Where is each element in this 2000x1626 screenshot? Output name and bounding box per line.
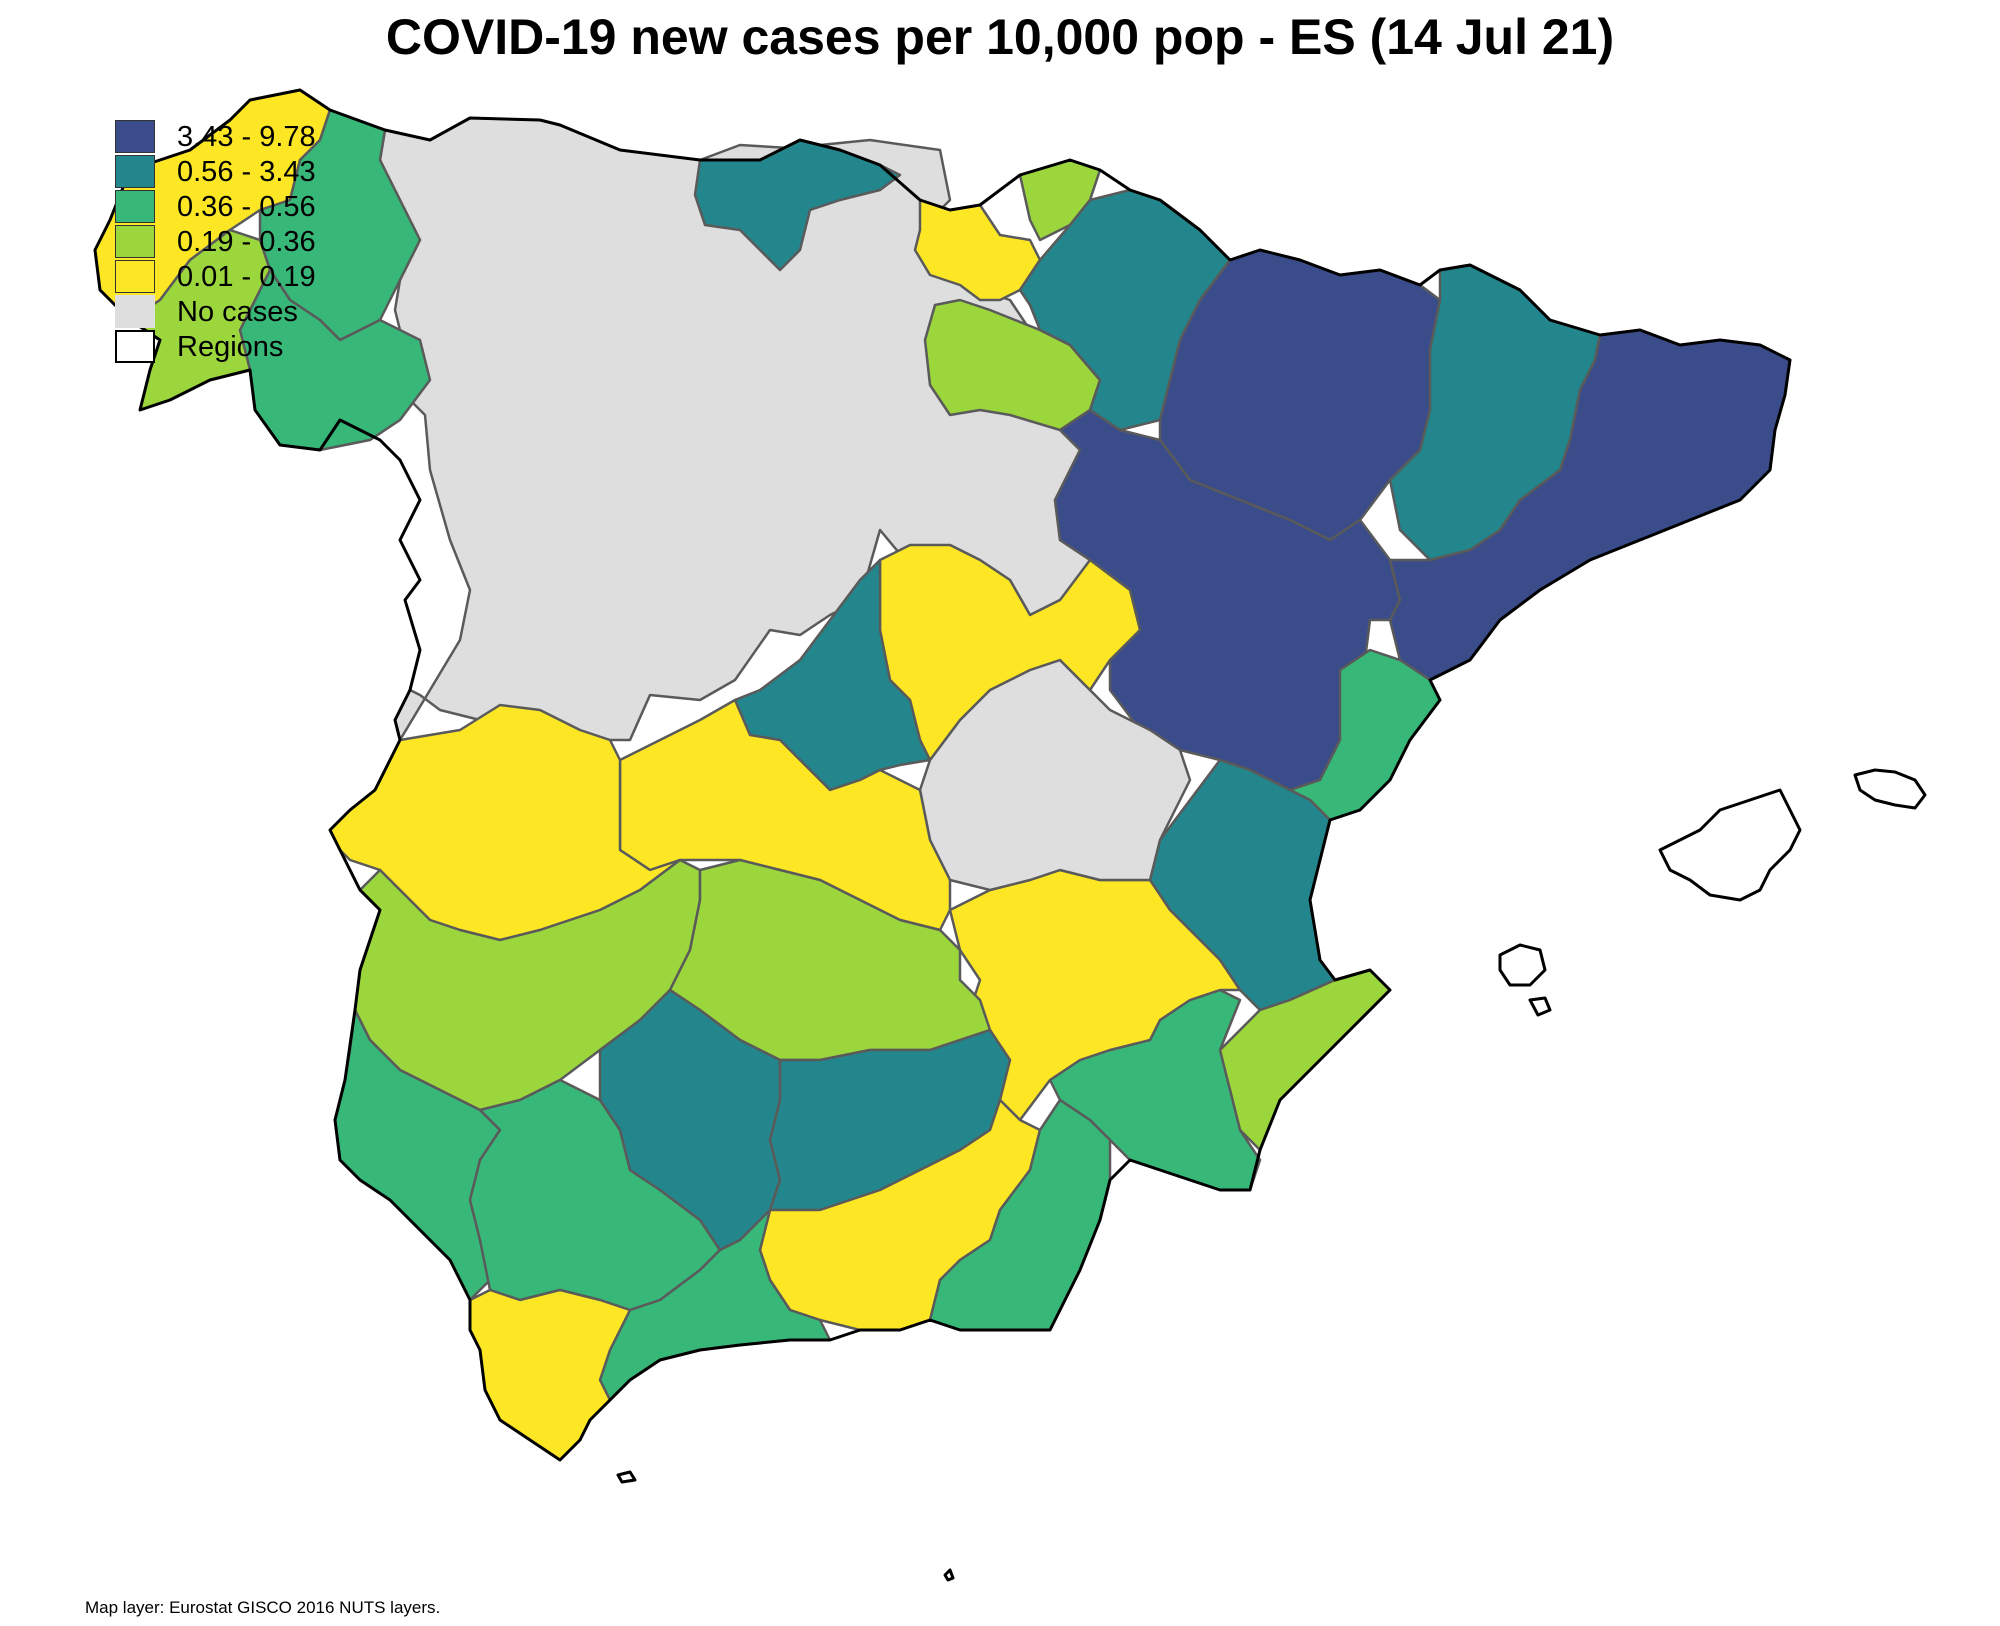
legend-swatch-c4 <box>115 225 155 258</box>
island-melilla[interactable] <box>943 1568 955 1582</box>
legend-swatch-c5 <box>115 260 155 293</box>
legend-label-c5: 0.01 - 0.19 <box>177 261 316 293</box>
map-source-note: Map layer: Eurostat GISCO 2016 NUTS laye… <box>85 1598 441 1617</box>
legend-label-regions: Regions <box>177 331 284 363</box>
island-ibiza[interactable] <box>1498 943 1547 987</box>
island-menorca[interactable] <box>1853 768 1927 810</box>
legend-label-c2: 0.56 - 3.43 <box>177 156 316 188</box>
border-coast-outline <box>93 88 1792 1462</box>
legend-label-c1: 3.43 - 9.78 <box>177 121 316 153</box>
legend-swatch-c2 <box>115 155 155 188</box>
legend-label-c3: 0.36 - 0.56 <box>177 191 316 223</box>
legend-label-no-cases: No cases <box>177 296 298 328</box>
province-toledo[interactable] <box>618 698 952 932</box>
island-formentera[interactable] <box>1528 996 1552 1017</box>
map-title: COVID-19 new cases per 10,000 pop - ES (… <box>385 9 1615 65</box>
legend-swatch-c3 <box>115 190 155 223</box>
legend-swatch-c1 <box>115 120 155 153</box>
legend-label-c4: 0.19 - 0.36 <box>177 226 316 258</box>
island-mallorca[interactable] <box>1658 788 1802 902</box>
province-pais-vasco[interactable] <box>913 198 1042 302</box>
legend-swatch-no-cases <box>115 295 155 328</box>
island-ceuta[interactable] <box>616 1470 637 1484</box>
legend-swatch-regions <box>115 330 155 363</box>
